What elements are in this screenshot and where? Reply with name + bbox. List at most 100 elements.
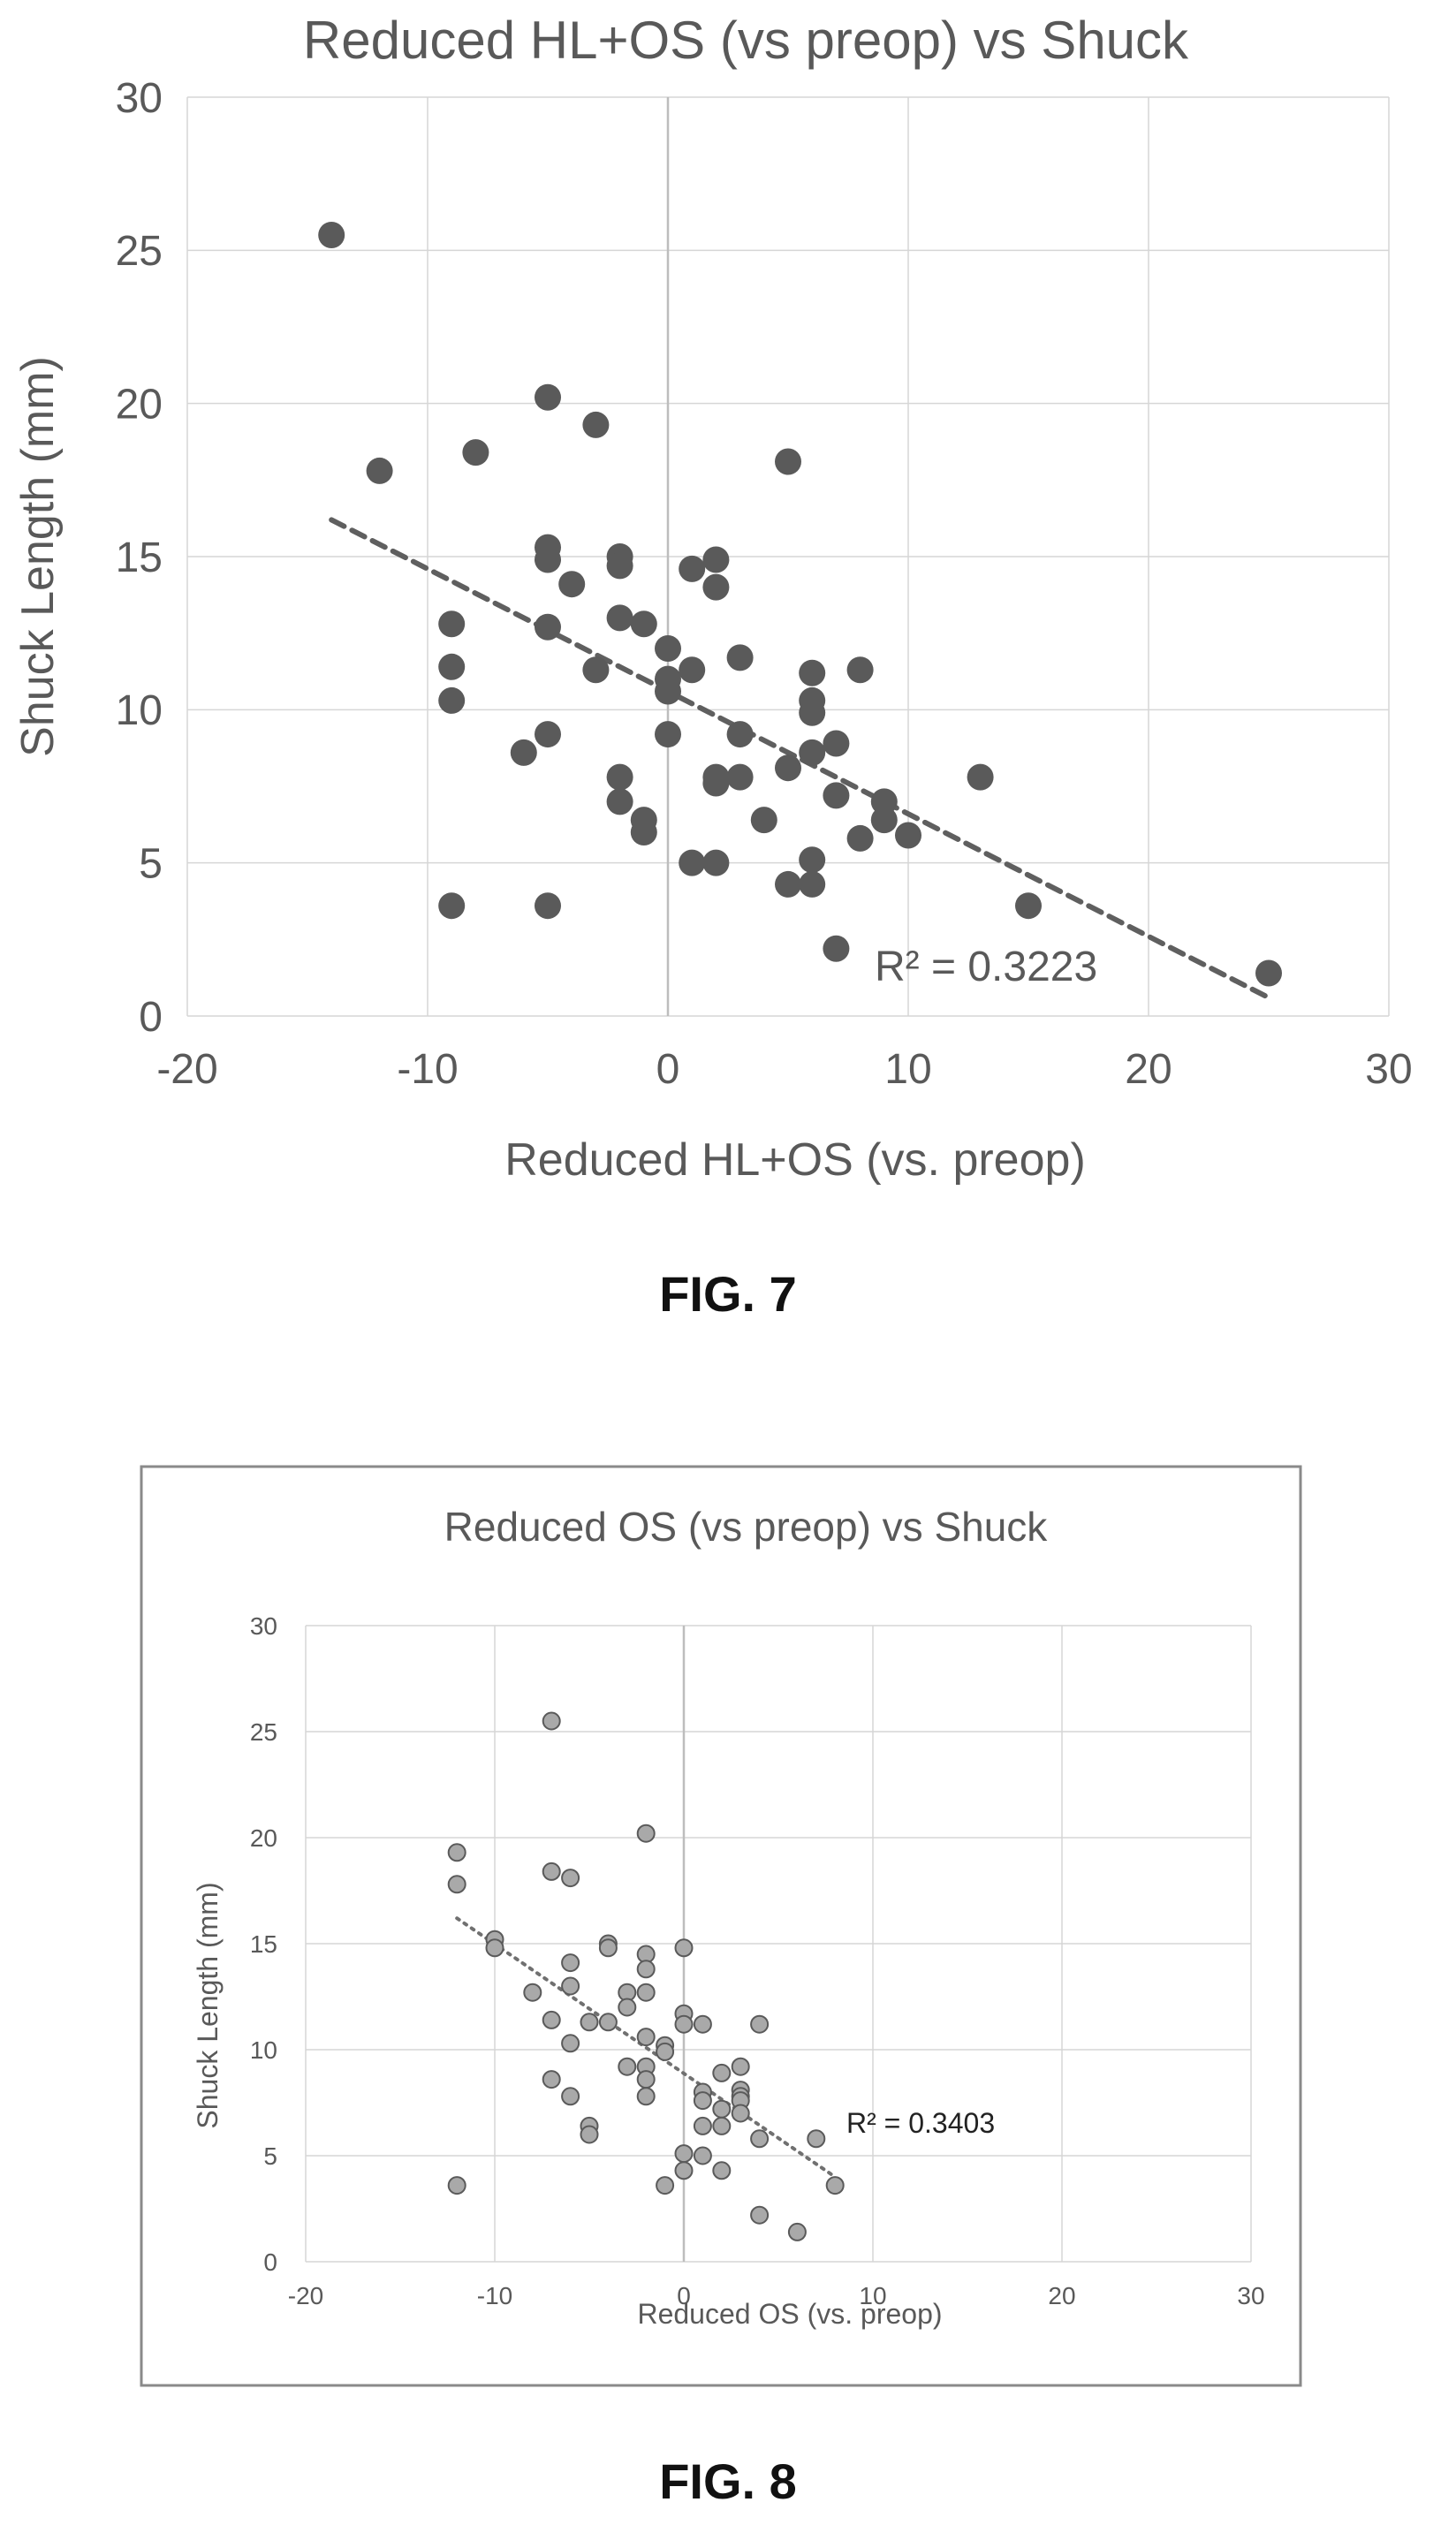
data-point: [561, 2034, 580, 2053]
chart-frame: [140, 1465, 1302, 2387]
data-point: [535, 383, 561, 411]
data-point: [542, 1862, 561, 1881]
trendline-segment: [455, 1916, 838, 2179]
data-point: [606, 763, 633, 791]
gridlines: [305, 1625, 1252, 2263]
figure-8: Reduced OS (vs preop) vs Shuck 0 5 10 15 20 2…: [0, 1449, 1456, 2521]
data-point: [655, 721, 681, 748]
r-squared-label: R² = 0.3223: [875, 944, 1097, 990]
trendline-segment: [329, 517, 1271, 1001]
x-tick-label: -20: [288, 2282, 323, 2309]
data-point: [825, 2176, 845, 2195]
data-point: [656, 2176, 675, 2195]
data-point: [598, 2013, 618, 2032]
y-tick-label: 5: [139, 840, 163, 887]
data-point: [542, 1711, 561, 1731]
x-tick-label: 20: [1125, 1046, 1172, 1093]
y-tick-label: 10: [116, 687, 163, 734]
data-point: [799, 739, 826, 766]
x-tick-labels: -20 -10 0 10 20 30: [288, 2282, 1265, 2309]
data-point: [799, 846, 826, 874]
data-point: [702, 770, 730, 797]
data-point: [870, 788, 898, 815]
data-point: [750, 2205, 770, 2225]
data-point: [726, 763, 754, 791]
y-tick-label: 10: [250, 2036, 277, 2064]
data-point: [636, 2070, 656, 2089]
data-point: [636, 2087, 656, 2106]
y-tick-labels: 0 5 10 15 20 25 30: [250, 1612, 277, 2276]
y-tick-label: 20: [116, 381, 163, 428]
trendline: [329, 517, 1271, 1001]
x-axis-label: Reduced OS (vs. preop): [637, 2298, 942, 2330]
y-tick-label: 0: [263, 2248, 277, 2276]
data-point: [366, 457, 393, 484]
data-point: [823, 935, 850, 962]
data-point: [535, 613, 561, 641]
data-point: [447, 1875, 466, 1894]
data-point: [582, 656, 610, 684]
data-point: [561, 1976, 580, 1996]
data-point: [485, 1938, 504, 1958]
data-point: [775, 448, 801, 475]
data-point: [535, 546, 561, 573]
x-tick-label: 0: [677, 2282, 691, 2309]
data-point: [693, 2014, 712, 2034]
data-point: [693, 2116, 712, 2135]
data-point: [438, 653, 466, 680]
data-point: [726, 644, 754, 671]
data-point: [775, 870, 801, 898]
y-tick-label: 25: [116, 228, 163, 275]
data-point: [636, 1824, 656, 1843]
y-tick-label: 0: [139, 994, 163, 1041]
figure-7-caption: FIG. 7: [659, 1266, 797, 1322]
data-point: [636, 1960, 656, 1979]
data-point: [679, 555, 706, 582]
figure-8-caption: FIG. 8: [659, 2453, 797, 2509]
data-point: [750, 807, 777, 834]
data-points: [318, 222, 1282, 987]
data-point: [438, 892, 466, 920]
figure-7: Reduced HL+OS (vs preop) vs Shuck 0 5 10 15…: [0, 0, 1456, 1237]
data-point: [558, 571, 586, 598]
data-point: [750, 2129, 770, 2149]
data-point: [618, 2057, 637, 2076]
data-point: [561, 1953, 580, 1973]
data-points: [447, 1711, 845, 2241]
data-point: [726, 721, 754, 748]
data-point: [702, 849, 730, 876]
x-tick-label: -10: [477, 2282, 512, 2309]
data-point: [870, 807, 898, 834]
data-point: [807, 2129, 826, 2149]
data-point: [447, 2176, 466, 2195]
x-tick-label: 30: [1237, 2282, 1264, 2309]
data-point: [1015, 892, 1042, 920]
data-point: [712, 2161, 732, 2180]
chart-fig7: Reduced HL+OS (vs preop) vs Shuck 0 5 10 15…: [12, 11, 1413, 1186]
data-point: [731, 2104, 750, 2123]
data-point: [674, 1938, 694, 1958]
data-point: [799, 870, 826, 898]
data-point: [679, 656, 706, 684]
data-point: [775, 754, 801, 782]
x-tick-label: 20: [1048, 2282, 1075, 2309]
chart-title: Reduced OS (vs preop) vs Shuck: [444, 1504, 1049, 1550]
data-point: [630, 610, 657, 638]
data-point: [510, 739, 537, 766]
x-tick-label: 10: [884, 1046, 931, 1093]
data-point: [630, 819, 657, 845]
x-tick-label: 30: [1365, 1046, 1412, 1093]
data-point: [693, 2146, 712, 2165]
gridlines: [186, 96, 1390, 1017]
y-tick-label: 30: [250, 1612, 277, 1640]
data-point: [535, 892, 561, 920]
data-point: [438, 686, 466, 714]
data-point: [542, 2070, 561, 2089]
data-point: [447, 1843, 466, 1862]
data-point: [674, 2014, 694, 2034]
trendline: [455, 1916, 838, 2179]
data-point: [693, 2091, 712, 2111]
data-point: [674, 2144, 694, 2164]
data-point: [655, 678, 681, 705]
data-point: [895, 822, 921, 849]
